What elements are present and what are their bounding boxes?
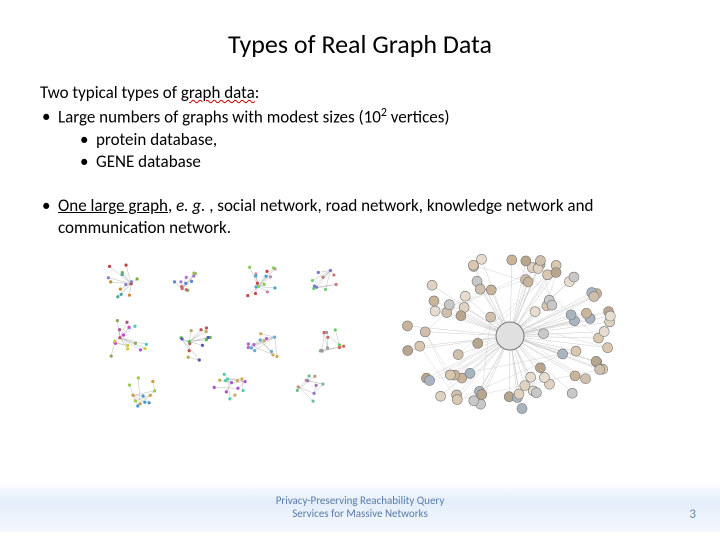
footer-text: Privacy-Preserving Reachability Query Se…: [276, 494, 445, 520]
intro-prefix: Two typical types of: [40, 82, 181, 103]
type2-list: One large graph, e. g. , social network,…: [40, 195, 680, 239]
figures-row: [40, 251, 680, 416]
type1-sub2: GENE database: [58, 151, 680, 173]
type2-eg: e. g.: [176, 195, 209, 216]
type1-sublist: protein database, GENE database: [58, 129, 680, 173]
small-graphs-figure: [80, 251, 360, 411]
footer-bar: Privacy-Preserving Reachability Query Se…: [0, 482, 720, 532]
footer-line1: Privacy-Preserving Reachability Query: [276, 494, 445, 507]
type1-prefix: Large numbers of graphs with modest size…: [58, 107, 381, 128]
intro-suffix: :: [255, 82, 260, 103]
type2-after: ,: [168, 195, 176, 216]
type2-prefix: One large graph: [58, 195, 168, 216]
footer-line2: Services for Massive Networks: [292, 507, 428, 520]
type1-suffix: vertices): [387, 107, 450, 128]
large-graph-figure: [390, 251, 630, 416]
type1-item: Large numbers of graphs with modest size…: [40, 106, 680, 173]
page-title: Types of Real Graph Data: [40, 28, 680, 60]
page-number: 3: [689, 507, 696, 522]
type1-list: Large numbers of graphs with modest size…: [40, 106, 680, 173]
slide-container: Types of Real Graph Data Two typical typ…: [0, 0, 720, 540]
intro-underlined: graph data: [181, 82, 255, 103]
body-content: Two typical types of graph data: Large n…: [40, 82, 680, 416]
intro-line: Two typical types of graph data:: [40, 82, 680, 104]
type2-item: One large graph, e. g. , social network,…: [40, 195, 680, 239]
type1-sub1: protein database,: [58, 129, 680, 151]
